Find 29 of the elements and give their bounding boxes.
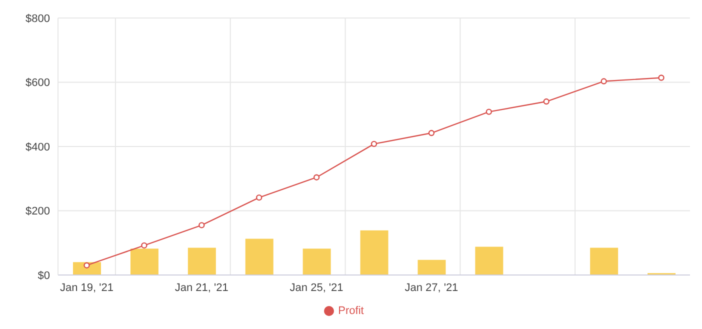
x-tick-label: Jan 19, '21	[60, 282, 114, 294]
y-tick-label: $800	[26, 12, 50, 25]
bar	[475, 246, 504, 275]
point	[600, 78, 607, 84]
point	[428, 130, 435, 136]
point	[370, 140, 378, 148]
y-tick-label: $200	[26, 206, 50, 218]
y-tick-label: $0	[38, 270, 50, 282]
point	[486, 108, 492, 115]
x-tick-label: Jan 27, '21	[404, 282, 458, 294]
point	[543, 98, 550, 105]
point	[313, 174, 320, 180]
point	[658, 74, 664, 81]
point	[198, 222, 205, 228]
y-tick-label: $600	[26, 77, 50, 90]
legend-label: Profit	[338, 305, 364, 317]
bar	[188, 248, 216, 275]
point	[141, 242, 148, 249]
bar	[418, 260, 446, 275]
bar	[360, 230, 388, 275]
bar	[245, 238, 274, 275]
bar	[590, 248, 618, 275]
x-tick-label: Jan 25, '21	[290, 282, 344, 294]
point	[256, 194, 262, 201]
point	[84, 262, 90, 268]
bar	[302, 248, 331, 275]
bar	[130, 248, 158, 275]
y-tick-label: $400	[26, 141, 50, 154]
x-tick-label: Jan 21, '21	[174, 282, 228, 294]
